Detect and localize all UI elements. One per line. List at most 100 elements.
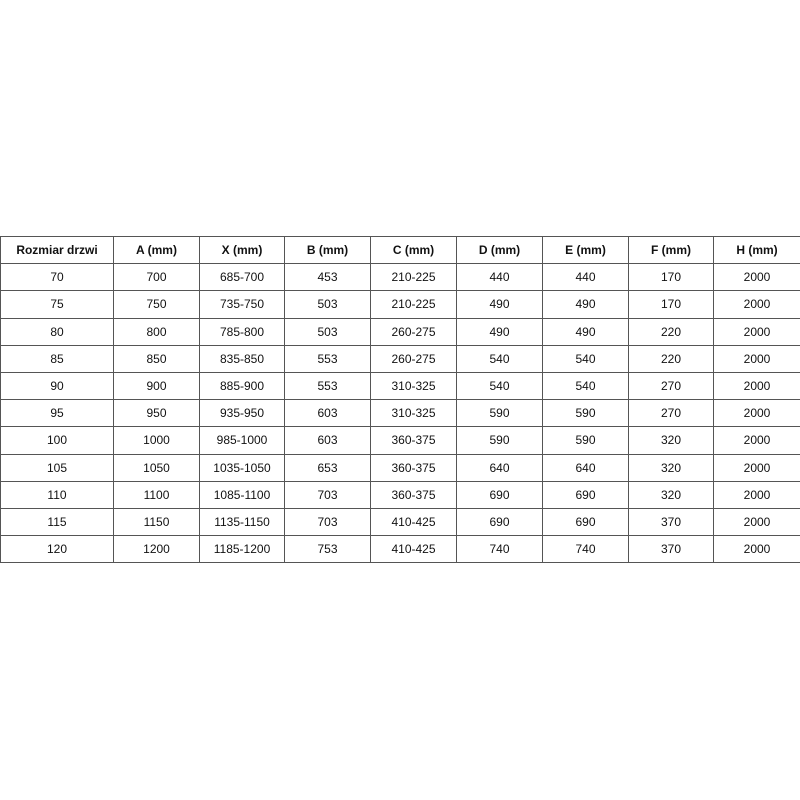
table-cell: 503 — [284, 317, 371, 346]
table-cell: 310-325 — [370, 399, 457, 428]
table-cell: 1000 — [113, 426, 200, 455]
table-cell: 320 — [628, 453, 714, 482]
table-cell: 440 — [456, 263, 543, 292]
table-cell: 220 — [628, 344, 714, 373]
table-cell: 360-375 — [370, 426, 457, 455]
table-cell: 503 — [284, 290, 371, 319]
table-row: 85 850 835-850 553 260-275 540 540 220 2000 — [0, 344, 800, 373]
table-cell: 80 — [0, 317, 114, 346]
table-cell: 210-225 — [370, 263, 457, 292]
column-header: F (mm) — [628, 235, 714, 265]
table-cell: 370 — [628, 535, 714, 564]
table-cell: 2000 — [713, 317, 800, 346]
table-cell: 210-225 — [370, 290, 457, 319]
table-cell: 2000 — [713, 263, 800, 292]
table-cell: 553 — [284, 371, 371, 401]
table-cell: 320 — [628, 426, 714, 455]
table-cell: 785-800 — [199, 317, 285, 346]
table-row: 100 1000 985-1000 603 360-375 590 590 320 2000 — [0, 426, 800, 455]
table-cell: 1085-1100 — [199, 480, 285, 509]
table-cell: 490 — [456, 290, 543, 319]
table-cell: 690 — [456, 480, 543, 509]
table-cell: 703 — [284, 507, 371, 537]
table-cell: 735-750 — [199, 290, 285, 319]
column-header: X (mm) — [199, 235, 285, 265]
table-cell: 950 — [113, 399, 200, 428]
table-cell: 540 — [456, 344, 543, 373]
table-cell: 1200 — [113, 535, 200, 564]
column-header: B (mm) — [284, 235, 371, 265]
table-cell: 985-1000 — [199, 426, 285, 455]
table-cell: 260-275 — [370, 344, 457, 373]
dimensions-table: Rozmiar drzwi A (mm) X (mm) B (mm) C (mm) D (… — [0, 235, 800, 564]
table-cell: 1050 — [113, 453, 200, 482]
table-cell: 885-900 — [199, 371, 285, 401]
table-cell: 590 — [542, 426, 629, 455]
table-cell: 540 — [456, 371, 543, 401]
table-cell: 1150 — [113, 507, 200, 537]
table-cell: 1100 — [113, 480, 200, 509]
table-cell: 540 — [542, 344, 629, 373]
table-cell: 700 — [113, 263, 200, 292]
table-cell: 2000 — [713, 371, 800, 401]
table-cell: 260-275 — [370, 317, 457, 346]
table-cell: 2000 — [713, 480, 800, 509]
table-cell: 2000 — [713, 290, 800, 319]
table-cell: 1135-1150 — [199, 507, 285, 537]
table-cell: 603 — [284, 426, 371, 455]
table-cell: 703 — [284, 480, 371, 509]
table-cell: 115 — [0, 507, 114, 537]
table-row: 115 1150 1135-1150 703 410-425 690 690 370 2000 — [0, 507, 800, 537]
table-cell: 753 — [284, 535, 371, 564]
column-header: E (mm) — [542, 235, 629, 265]
table-cell: 220 — [628, 317, 714, 346]
table-cell: 170 — [628, 263, 714, 292]
table-cell: 590 — [542, 399, 629, 428]
table-cell: 590 — [456, 426, 543, 455]
table-cell: 740 — [456, 535, 543, 564]
table-cell: 900 — [113, 371, 200, 401]
table-cell: 2000 — [713, 426, 800, 455]
table-cell: 85 — [0, 344, 114, 373]
table-cell: 453 — [284, 263, 371, 292]
column-header: D (mm) — [456, 235, 543, 265]
table-cell: 105 — [0, 453, 114, 482]
table-row: 90 900 885-900 553 310-325 540 540 270 2000 — [0, 371, 800, 401]
column-header: H (mm) — [713, 235, 800, 265]
table-cell: 2000 — [713, 507, 800, 537]
table-row: 105 1050 1035-1050 653 360-375 640 640 320 2000 — [0, 453, 800, 482]
table-cell: 360-375 — [370, 453, 457, 482]
table-row: 110 1100 1085-1100 703 360-375 690 690 320 2000 — [0, 480, 800, 509]
column-header: C (mm) — [370, 235, 457, 265]
table-cell: 750 — [113, 290, 200, 319]
table-cell: 2000 — [713, 453, 800, 482]
table-cell: 640 — [456, 453, 543, 482]
table-cell: 590 — [456, 399, 543, 428]
table-cell: 410-425 — [370, 535, 457, 564]
table-cell: 310-325 — [370, 371, 457, 401]
table-cell: 2000 — [713, 399, 800, 428]
table-cell: 640 — [542, 453, 629, 482]
table-cell: 370 — [628, 507, 714, 537]
table-row: 75 750 735-750 503 210-225 490 490 170 2000 — [0, 290, 800, 319]
table-cell: 75 — [0, 290, 114, 319]
table-cell: 170 — [628, 290, 714, 319]
table-cell: 800 — [113, 317, 200, 346]
table-cell: 490 — [542, 290, 629, 319]
table-cell: 270 — [628, 371, 714, 401]
table-cell: 685-700 — [199, 263, 285, 292]
table-cell: 1035-1050 — [199, 453, 285, 482]
column-header: A (mm) — [113, 235, 200, 265]
table-cell: 690 — [542, 507, 629, 537]
table-cell: 850 — [113, 344, 200, 373]
table-cell: 553 — [284, 344, 371, 373]
table-row: 70 700 685-700 453 210-225 440 440 170 2000 — [0, 263, 800, 292]
table-row: 80 800 785-800 503 260-275 490 490 220 2000 — [0, 317, 800, 346]
table-cell: 1185-1200 — [199, 535, 285, 564]
table-cell: 835-850 — [199, 344, 285, 373]
table-cell: 90 — [0, 371, 114, 401]
table-cell: 120 — [0, 535, 114, 564]
table-cell: 110 — [0, 480, 114, 509]
table-cell: 935-950 — [199, 399, 285, 428]
table-cell: 2000 — [713, 344, 800, 373]
